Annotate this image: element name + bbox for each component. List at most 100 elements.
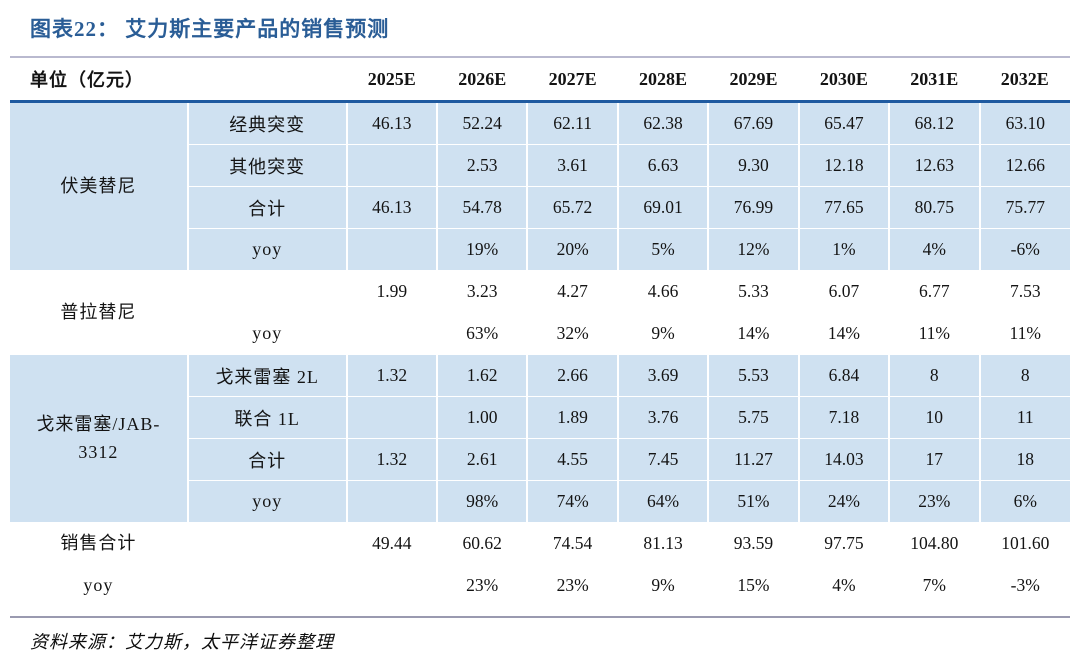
year-header-cell: 2028E xyxy=(617,56,709,103)
row-label-cell xyxy=(187,270,348,313)
value-cell: 2.61 xyxy=(436,438,529,481)
value-cell: 14.03 xyxy=(798,438,891,481)
year-header-cell: 2032E xyxy=(979,56,1070,103)
year-header-cell: 2029E xyxy=(708,56,799,103)
table-row: 合计 46.13 54.78 65.72 69.01 76.99 77.65 80.75 75.… xyxy=(10,186,1070,229)
row-label-cell: 合计 xyxy=(187,186,348,229)
value-cell: 4% xyxy=(798,564,891,607)
value-cell: 9% xyxy=(617,312,710,355)
value-cell: 64% xyxy=(617,480,710,523)
value-cell: 93.59 xyxy=(708,522,800,565)
row-label-cell: yoy xyxy=(187,228,348,271)
value-cell: 51% xyxy=(708,480,800,523)
value-cell: 1% xyxy=(798,228,891,271)
value-cell: 15% xyxy=(708,564,800,607)
value-cell xyxy=(346,396,438,439)
value-cell: 68.12 xyxy=(889,101,981,145)
value-cell: 46.13 xyxy=(346,101,438,145)
year-header-cell: 2030E xyxy=(798,56,890,103)
value-cell: 3.23 xyxy=(436,270,529,313)
value-cell: 1.89 xyxy=(527,396,619,439)
value-cell: 4.66 xyxy=(617,270,710,313)
table-row: 合计 1.32 2.61 4.55 7.45 11.27 14.03 17 18 xyxy=(10,438,1070,481)
value-cell: 12% xyxy=(708,228,800,271)
value-cell: 20% xyxy=(527,228,619,271)
value-cell: 12.66 xyxy=(979,144,1070,187)
value-cell: 65.72 xyxy=(527,186,619,229)
table-row: yoy 98% 74% 64% 51% 24% 23% 6% xyxy=(10,480,1070,523)
row-label-cell: 合计 xyxy=(187,438,348,481)
value-cell: 62.11 xyxy=(527,101,619,145)
row-label-cell: yoy xyxy=(187,480,348,523)
value-cell xyxy=(346,480,438,523)
value-cell: 63% xyxy=(436,312,529,355)
value-cell: 1.32 xyxy=(346,354,438,397)
value-cell: 14% xyxy=(798,312,891,355)
value-cell: 2.53 xyxy=(436,144,529,187)
value-cell: 54.78 xyxy=(436,186,529,229)
year-header-cell: 2025E xyxy=(346,56,437,103)
value-cell: -3% xyxy=(979,564,1070,607)
value-cell: 6% xyxy=(979,480,1070,523)
year-header-cell: 2026E xyxy=(436,56,528,103)
value-cell: 4.27 xyxy=(527,270,619,313)
value-cell: 74% xyxy=(527,480,619,523)
value-cell: 80.75 xyxy=(889,186,981,229)
value-cell xyxy=(346,564,438,607)
value-cell: 77.65 xyxy=(798,186,891,229)
value-cell: 5.33 xyxy=(708,270,800,313)
value-cell: 3.69 xyxy=(617,354,710,397)
forecast-table: 单位（亿元） 2025E 2026E 2027E 2028E 2029E 2030E 203… xyxy=(10,56,1070,607)
value-cell: 60.62 xyxy=(436,522,529,565)
value-cell xyxy=(346,312,438,355)
value-cell xyxy=(346,144,438,187)
value-cell: 1.00 xyxy=(436,396,529,439)
value-cell: 3.61 xyxy=(527,144,619,187)
value-cell: 7.45 xyxy=(617,438,710,481)
empty-sub-cell xyxy=(187,564,348,607)
group-label-cell: 普拉替尼 xyxy=(10,270,189,355)
header-row: 单位（亿元） 2025E 2026E 2027E 2028E 2029E 2030E 203… xyxy=(10,56,1070,103)
value-cell: 67.69 xyxy=(708,101,800,145)
value-cell: 101.60 xyxy=(979,522,1070,565)
value-cell: 7.18 xyxy=(798,396,891,439)
value-cell: 1.62 xyxy=(436,354,529,397)
row-label-cell: 戈来雷塞 2L xyxy=(187,354,348,397)
value-cell: 52.24 xyxy=(436,101,529,145)
value-cell: 6.07 xyxy=(798,270,891,313)
value-cell: 76.99 xyxy=(708,186,800,229)
row-label-cell: yoy xyxy=(187,312,348,355)
value-cell: 98% xyxy=(436,480,529,523)
value-cell: 5% xyxy=(617,228,710,271)
table-body: 伏美替尼 经典突变 46.13 52.24 62.11 62.38 67.69 65.47 68… xyxy=(10,101,1070,607)
table-row: 普拉替尼 1.99 3.23 4.27 4.66 5.33 6.07 6.77 7.53 xyxy=(10,270,1070,355)
table-row: 戈来雷塞/JAB- 3312 戈来雷塞 2L 1.32 1.62 2.66 3.69 5.5… xyxy=(10,354,1070,523)
value-cell: 8 xyxy=(979,354,1070,397)
value-cell: 1.99 xyxy=(346,270,438,313)
value-cell: 10 xyxy=(889,396,981,439)
value-cell: 4% xyxy=(889,228,981,271)
value-cell: 65.47 xyxy=(798,101,891,145)
table-row: 伏美替尼 经典突变 46.13 52.24 62.11 62.38 67.69 65.47 68… xyxy=(10,101,1070,271)
source-rule: 资料来源：艾力斯，太平洋证券整理 xyxy=(10,616,1070,654)
value-cell: 11% xyxy=(979,312,1070,355)
value-cell: 81.13 xyxy=(617,522,710,565)
value-cell: 23% xyxy=(889,480,981,523)
value-cell: 6.63 xyxy=(617,144,710,187)
value-cell: 74.54 xyxy=(527,522,619,565)
value-cell: 14% xyxy=(708,312,800,355)
value-cell: 8 xyxy=(889,354,981,397)
value-cell: 46.13 xyxy=(346,186,438,229)
value-cell: 18 xyxy=(979,438,1070,481)
value-cell: 4.55 xyxy=(527,438,619,481)
value-cell: 11% xyxy=(889,312,981,355)
row-label-cell: 联合 1L xyxy=(187,396,348,439)
source-note: 资料来源：艾力斯，太平洋证券整理 xyxy=(30,632,334,652)
table-row: yoy 19% 20% 5% 12% 1% 4% -6% xyxy=(10,228,1070,271)
value-cell: 24% xyxy=(798,480,891,523)
value-cell: 6.77 xyxy=(889,270,981,313)
year-header-cell: 2027E xyxy=(527,56,618,103)
table-row: 联合 1L 1.00 1.89 3.76 5.75 7.18 10 11 xyxy=(10,396,1070,439)
value-cell: 19% xyxy=(436,228,529,271)
row-label-cell: 经典突变 xyxy=(187,101,348,145)
